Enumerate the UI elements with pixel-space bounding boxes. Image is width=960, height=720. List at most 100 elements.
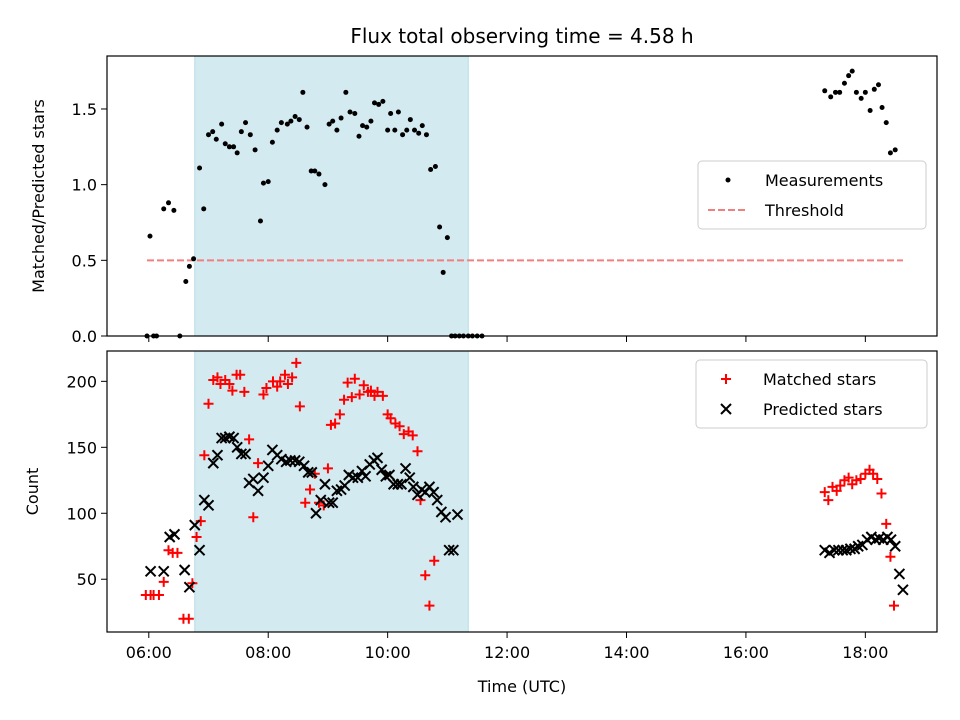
data-point [392,478,404,490]
data-point [885,551,896,562]
data-point [258,389,269,400]
data-point [887,150,893,156]
data-point [343,89,349,95]
data-point [897,584,909,596]
data-point [262,460,274,472]
data-point [322,182,328,188]
data-point [330,118,336,124]
data-point [347,471,359,484]
data-point [238,129,244,135]
data-point [392,127,398,133]
data-point [451,508,464,521]
y-tick-label: 0.0 [72,327,97,346]
data-point [231,144,237,150]
data-point [377,390,388,401]
data-point [424,600,435,611]
x-tick-label: 10:00 [365,643,411,662]
data-point [305,484,316,495]
data-point [365,385,376,396]
series-predicted-stars [144,431,909,596]
legend-marker-measurements [725,177,731,183]
data-point [327,497,339,509]
data-point [186,263,192,269]
data-point [889,600,900,611]
legend-box [697,160,927,230]
data-point [191,532,202,543]
ratio-panel: 0.0 0.5 1.0 1.5 Matched/Predicted stars Measu… [29,55,938,346]
data-point [837,89,843,95]
data-point [212,372,223,383]
data-point [849,68,855,74]
data-point [819,487,830,498]
data-point [168,528,181,541]
data-point [203,398,214,409]
plot-frame [106,55,938,337]
data-point [197,165,203,171]
data-point [308,168,314,174]
data-point [202,499,215,512]
data-point [356,133,362,139]
data-point [395,109,401,115]
data-point [288,118,294,124]
data-point [893,568,906,580]
data-point [282,378,293,389]
data-point [407,117,413,123]
data-point [269,139,275,145]
data-point [399,462,412,475]
data-point [265,179,271,185]
data-point [171,207,177,213]
data-point [346,392,357,403]
data-point [316,171,322,177]
data-point [315,494,327,506]
data-point [349,373,360,384]
data-point [211,449,224,461]
data-point [310,507,322,519]
data-point [440,269,446,275]
y-tick-label: 0.5 [72,251,97,270]
series-measurements [144,68,902,339]
x-tick-label: 16:00 [723,643,769,662]
data-point [853,89,859,95]
data-point [889,540,901,552]
data-point [404,471,416,484]
data-point [844,543,857,555]
data-point [261,382,272,393]
data-point [380,98,386,104]
data-point [404,127,410,133]
data-point [385,413,396,424]
data-point [252,485,264,497]
y-axis-title: Count [23,468,42,516]
data-point [300,89,306,95]
data-point [375,464,388,476]
y-tick-label: 200 [66,372,97,391]
data-point [191,256,197,262]
data-point [183,279,189,285]
data-point [183,581,196,593]
data-point [247,473,260,485]
data-point [193,544,206,556]
data-point [339,394,350,405]
data-point [394,421,405,432]
data-point [147,233,153,239]
data-point [235,369,246,380]
data-point [388,111,394,117]
y-tick-label: 1.0 [72,176,97,195]
data-point [423,132,429,138]
data-point [306,466,318,479]
data-point [153,590,164,601]
data-point [278,120,284,126]
data-point [226,144,232,150]
data-point [312,168,318,174]
legend-label-measurements: Measurements [765,171,883,190]
data-point [252,147,258,153]
data-point [291,357,302,368]
y-tick-label: 150 [66,438,97,457]
data-point [342,377,353,388]
x-tick-label: 18:00 [842,643,888,662]
data-point [846,73,852,79]
data-point [144,565,157,578]
data-point [248,512,259,523]
data-point [822,88,828,94]
data-point [300,497,311,508]
